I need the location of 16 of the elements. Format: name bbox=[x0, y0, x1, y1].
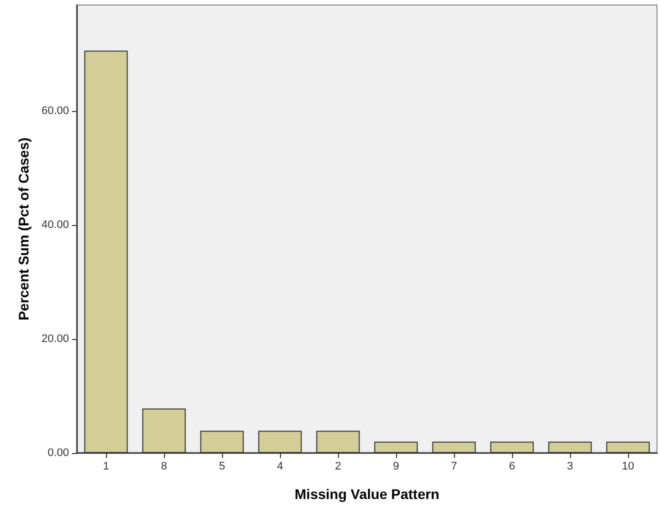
x-tick-label: 7 bbox=[450, 460, 458, 472]
x-tick-label: 4 bbox=[276, 460, 284, 472]
y-tick-label: 40.00 bbox=[41, 219, 69, 232]
x-tick-label: 3 bbox=[566, 460, 574, 472]
x-tick-label: 8 bbox=[160, 460, 168, 472]
x-tick-label: 1 bbox=[102, 460, 110, 472]
y-tick-label: 0.00 bbox=[48, 447, 69, 459]
x-axis-title: Missing Value Pattern bbox=[294, 486, 440, 502]
x-tick-label: 6 bbox=[508, 460, 516, 472]
x-tick-label: 10 bbox=[622, 460, 634, 472]
x-tick-label: 9 bbox=[392, 460, 400, 472]
y-axis-title: Percent Sum (Pct of Cases) bbox=[16, 138, 32, 320]
x-tick-label: 2 bbox=[334, 460, 342, 472]
x-tick-label: 5 bbox=[218, 460, 226, 472]
y-tick-label: 20.00 bbox=[41, 333, 69, 346]
y-tick-label: 60.00 bbox=[41, 105, 69, 118]
